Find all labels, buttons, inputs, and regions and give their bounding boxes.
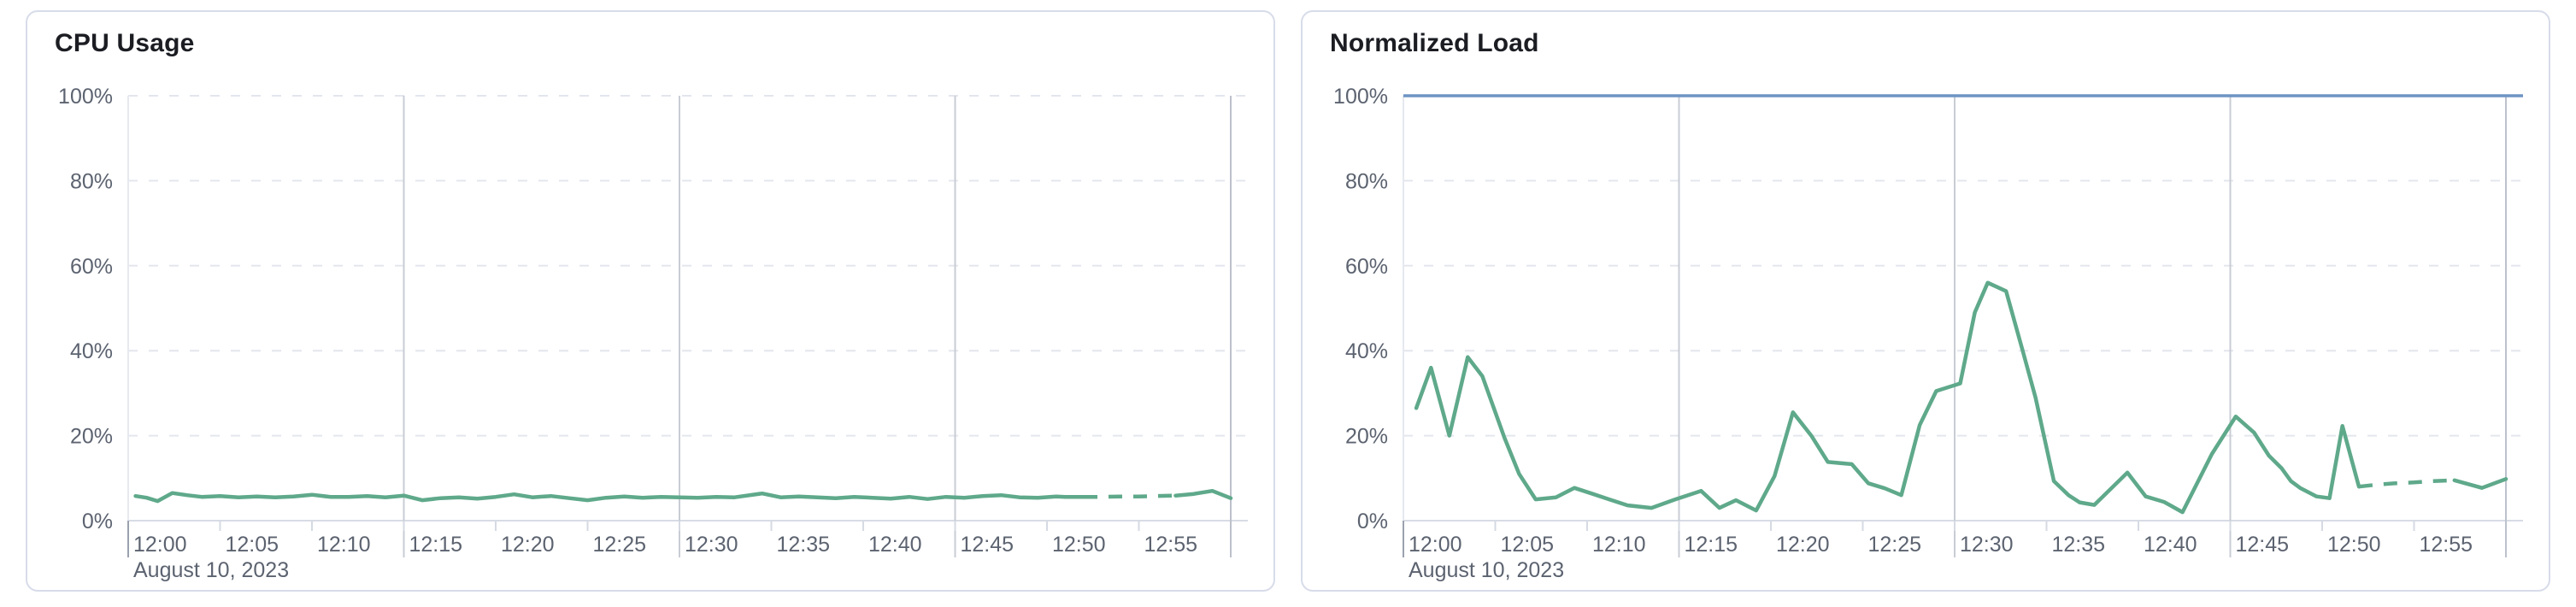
x-axis-tick-label: 12:50 xyxy=(2327,533,2381,557)
y-axis-tick-label: 0% xyxy=(82,510,113,533)
y-axis-tick-label: 100% xyxy=(1333,85,1388,109)
y-axis-tick-label: 20% xyxy=(70,425,113,449)
cpu-usage-line-dashed xyxy=(1084,493,1176,499)
normalized-load-line-dashed xyxy=(2358,478,2455,489)
x-axis-tick-label: 12:15 xyxy=(409,533,463,557)
x-axis-tick-label: 12:05 xyxy=(1501,533,1555,557)
x-axis-tick-label: 12:10 xyxy=(1592,533,1646,557)
x-axis-tick-label: 12:40 xyxy=(2144,533,2197,557)
x-axis-tick-label: 12:30 xyxy=(685,533,738,557)
x-axis-tick-label: 12:35 xyxy=(777,533,831,557)
y-axis-tick-label: 80% xyxy=(1345,169,1388,193)
y-axis-tick-label: 0% xyxy=(1357,510,1388,533)
x-axis-tick-label: 12:50 xyxy=(1052,533,1106,557)
cpu-usage-line xyxy=(133,491,1086,504)
chart-title: Normalized Load xyxy=(1330,29,1539,57)
x-axis-tick-label: 12:40 xyxy=(868,533,922,557)
normalized-load-line xyxy=(1414,280,2361,515)
normalized-load-line xyxy=(2452,477,2508,490)
cpu-usage-card: CPU Usage 100% 80% 60% 40% 20% 0% 12:00 12:05 12… xyxy=(26,10,1275,592)
x-axis-tick-label: 12:20 xyxy=(501,533,555,557)
cpu-usage-chart[interactable]: 100% 80% 60% 40% 20% 0% 12:00 12:05 12:10 12:15 12… xyxy=(27,12,1275,592)
x-axis-tick-label: 12:45 xyxy=(2236,533,2290,557)
x-axis-tick-label: 12:15 xyxy=(1685,533,1738,557)
x-axis-tick-label: 12:05 xyxy=(226,533,279,557)
x-axis-tick-label: 12:35 xyxy=(2052,533,2106,557)
y-axis-tick-label: 60% xyxy=(1345,255,1388,279)
x-axis-tick-label: 12:45 xyxy=(961,533,1015,557)
y-axis-tick-label: 40% xyxy=(70,339,113,363)
x-axis-tick-label: 12:30 xyxy=(1960,533,2014,557)
x-axis-tick-label: 12:20 xyxy=(1776,533,1830,557)
y-axis-tick-label: 20% xyxy=(1345,425,1388,449)
x-axis-date-label: August 10, 2023 xyxy=(133,558,289,582)
y-axis-tick-label: 100% xyxy=(58,85,113,109)
y-axis-tick-label: 40% xyxy=(1345,339,1388,363)
x-axis-tick-label: 12:00 xyxy=(133,533,187,557)
y-axis-tick-label: 80% xyxy=(70,169,113,193)
x-axis-tick-label: 12:10 xyxy=(317,533,371,557)
x-axis-tick-label: 12:55 xyxy=(2420,533,2473,557)
normalized-load-chart[interactable]: 100% 80% 60% 40% 20% 0% 12:00 12:05 12:10 12:15 12… xyxy=(1303,12,2550,592)
chart-title: CPU Usage xyxy=(55,29,195,57)
y-axis-tick-label: 60% xyxy=(70,255,113,279)
x-axis-tick-label: 12:25 xyxy=(593,533,647,557)
x-axis-tick-label: 12:25 xyxy=(1868,533,1922,557)
x-axis-tick-label: 12:55 xyxy=(1144,533,1198,557)
x-axis-date-label: August 10, 2023 xyxy=(1409,558,1564,582)
normalized-load-card: Normalized Load 100% 80% 60% 40% 20% 0% 12:00 1… xyxy=(1301,10,2550,592)
cpu-usage-line xyxy=(1173,488,1233,500)
x-axis-tick-label: 12:00 xyxy=(1409,533,1462,557)
